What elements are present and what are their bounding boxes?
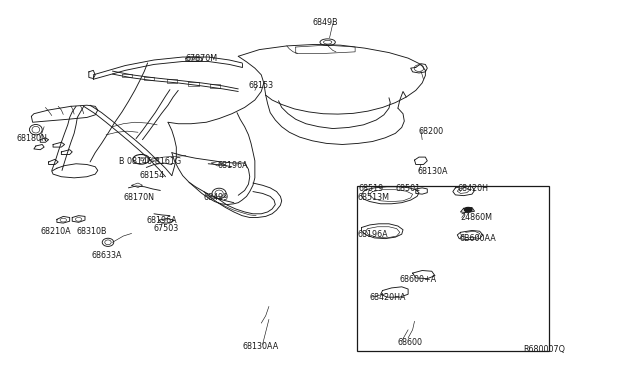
Text: 68154: 68154 <box>140 171 165 180</box>
Text: B: B <box>139 157 143 162</box>
Text: 68420HA: 68420HA <box>370 294 406 302</box>
Text: 68200: 68200 <box>419 126 444 136</box>
Text: 24860M: 24860M <box>461 213 493 222</box>
Text: 68513M: 68513M <box>357 193 389 202</box>
Text: 68501: 68501 <box>396 185 420 193</box>
Text: 6B600AA: 6B600AA <box>460 234 496 243</box>
Text: 6849B: 6849B <box>312 19 338 28</box>
Bar <box>357 186 548 351</box>
Text: 68600: 68600 <box>398 338 423 347</box>
Text: (3): (3) <box>151 157 159 162</box>
Text: 67503: 67503 <box>154 224 179 233</box>
Text: 67870M: 67870M <box>186 54 218 62</box>
Circle shape <box>465 208 472 212</box>
Text: 68130AA: 68130AA <box>242 341 278 350</box>
Text: 68130A: 68130A <box>417 167 447 176</box>
Text: 68633A: 68633A <box>92 251 122 260</box>
Text: 68600+A: 68600+A <box>400 275 437 284</box>
Text: B 08146-8161G: B 08146-8161G <box>119 157 181 166</box>
Text: 68196A: 68196A <box>218 161 248 170</box>
Text: 68519: 68519 <box>358 185 383 193</box>
Text: 68310B: 68310B <box>76 227 106 236</box>
Text: 68196A: 68196A <box>357 230 388 240</box>
Text: 68210A: 68210A <box>40 227 71 236</box>
Text: 68499: 68499 <box>204 193 229 202</box>
Text: R680007Q: R680007Q <box>523 345 565 354</box>
Text: 68420H: 68420H <box>458 185 488 193</box>
Text: 68196A: 68196A <box>147 216 177 225</box>
Text: 68180N: 68180N <box>17 134 47 143</box>
Text: 68170N: 68170N <box>124 193 154 202</box>
Text: 68153: 68153 <box>248 81 274 90</box>
